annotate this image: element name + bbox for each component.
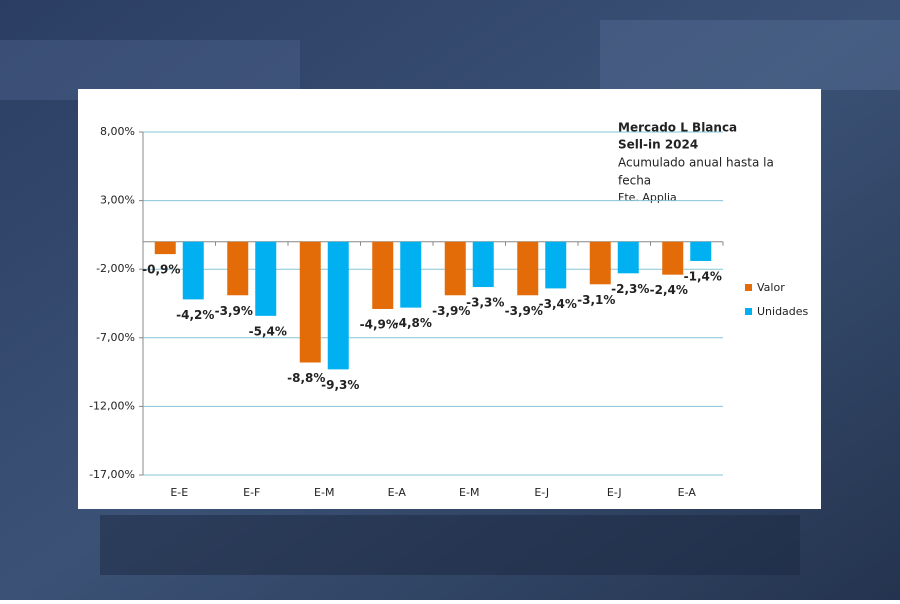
bar bbox=[589, 241, 611, 285]
legend-swatch bbox=[745, 308, 752, 315]
value-label: -5,4% bbox=[249, 324, 287, 338]
y-tick-label: -17,00% bbox=[89, 468, 135, 481]
annotation: fecha bbox=[618, 174, 651, 188]
background-shape bbox=[600, 20, 900, 90]
bar bbox=[299, 241, 321, 363]
y-tick-label: -7,00% bbox=[96, 331, 135, 344]
x-tick-label: E-A bbox=[678, 486, 697, 499]
x-tick-label: E-M bbox=[314, 486, 334, 499]
value-label: -3,3% bbox=[466, 296, 504, 310]
y-tick-label: -12,00% bbox=[89, 399, 135, 412]
bar bbox=[227, 241, 249, 296]
chart-subtitle: Sell-in 2024 bbox=[618, 138, 698, 152]
value-label: -9,3% bbox=[321, 378, 359, 392]
bar bbox=[517, 241, 539, 296]
value-label: -4,8% bbox=[394, 316, 432, 330]
bar bbox=[444, 241, 466, 296]
value-label: -4,9% bbox=[360, 317, 398, 331]
value-label: -3,9% bbox=[432, 304, 470, 318]
chart-title: Mercado L Blanca bbox=[618, 121, 737, 135]
x-tick-label: E-J bbox=[607, 486, 622, 499]
background-shape bbox=[100, 515, 800, 575]
value-label: -3,1% bbox=[577, 293, 615, 307]
bar bbox=[662, 241, 684, 275]
annotation: Acumulado anual hasta la bbox=[618, 156, 774, 170]
bar bbox=[617, 241, 639, 274]
annotation: Fte. Applia bbox=[618, 191, 677, 204]
x-tick-label: E-F bbox=[243, 486, 260, 499]
bar bbox=[154, 241, 176, 255]
bar bbox=[182, 241, 204, 300]
value-label: -2,4% bbox=[650, 283, 688, 297]
value-label: -0,9% bbox=[142, 263, 180, 277]
bar bbox=[255, 241, 277, 316]
bar bbox=[400, 241, 422, 308]
bar bbox=[372, 241, 394, 309]
value-label: -3,9% bbox=[215, 304, 253, 318]
value-label: -3,9% bbox=[505, 304, 543, 318]
y-tick-label: -2,00% bbox=[96, 262, 135, 275]
value-label: -8,8% bbox=[287, 371, 325, 385]
legend-label: Unidades bbox=[757, 305, 809, 318]
bar bbox=[690, 241, 712, 261]
x-tick-label: E-A bbox=[388, 486, 407, 499]
bar bbox=[472, 241, 494, 288]
bar bbox=[327, 241, 349, 370]
value-label: -2,3% bbox=[611, 282, 649, 296]
x-tick-label: E-J bbox=[534, 486, 549, 499]
value-label: -3,4% bbox=[539, 297, 577, 311]
y-tick-label: 8,00% bbox=[100, 125, 135, 138]
bar bbox=[545, 241, 567, 289]
value-label: -1,4% bbox=[684, 269, 722, 283]
legend-swatch bbox=[745, 284, 752, 291]
legend-label: Valor bbox=[757, 281, 785, 294]
value-label: -4,2% bbox=[176, 308, 214, 322]
x-tick-label: E-E bbox=[170, 486, 188, 499]
x-tick-label: E-M bbox=[459, 486, 479, 499]
y-tick-label: 3,00% bbox=[100, 194, 135, 207]
